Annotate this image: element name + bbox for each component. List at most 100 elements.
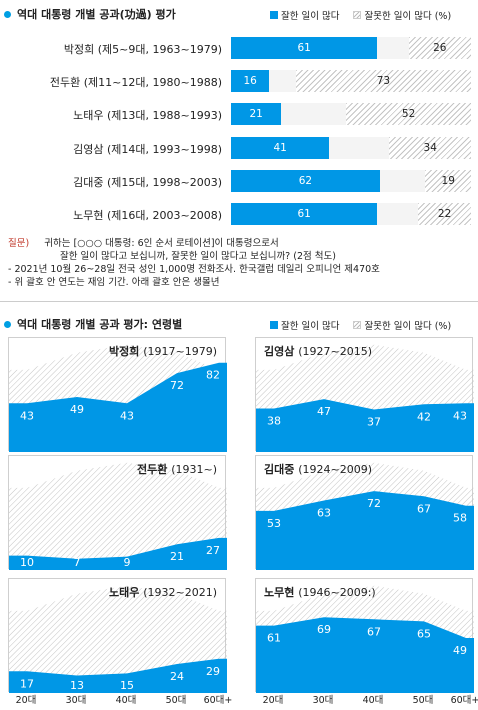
x-tick-label: 50대 <box>412 695 434 706</box>
x-tick-label: 60대+ <box>203 695 233 706</box>
positive-area <box>9 362 227 452</box>
bar-category-label: 전두환 (제11~12대, 1980~1988) <box>49 76 222 90</box>
legend-negative-label: 잘못한 일이 많다 (%) <box>364 321 452 332</box>
x-tick-label: 20대 <box>262 695 284 706</box>
age-panel: 38 47 37 42 43 김영삼 (1927~2015) <box>255 337 474 452</box>
data-label: 58 <box>453 512 467 525</box>
x-tick-label: 30대 <box>65 695 87 706</box>
data-label: 53 <box>267 517 281 530</box>
data-label: 43 <box>20 409 34 422</box>
positive-area <box>9 658 227 693</box>
bullet-icon <box>4 10 11 18</box>
section1-legend: 잘한 일이 많다 잘못한 일이 많다 (%) <box>270 8 451 22</box>
bar-category-label: 박정희 (제5~9대, 1963~1979) <box>63 43 222 56</box>
age-panel: 10 7 9 21 27 전두환 (1931~) <box>8 455 227 570</box>
data-label: 17 <box>20 677 34 690</box>
survey-notes: 질문) 귀하는 [○○○ 대통령: 6인 순서 로테이션]이 대통령으로서 잘한… <box>8 237 380 289</box>
x-tick-label: 20대 <box>15 695 37 706</box>
age-area-svg: 61 69 67 65 49 <box>256 585 474 693</box>
section-divider <box>0 301 478 302</box>
data-label: 13 <box>70 679 84 692</box>
bar-category-label: 노무현 (제16대, 2003~2008) <box>73 209 222 222</box>
bar-negative: 52 <box>346 103 471 126</box>
data-label: 82 <box>206 369 220 382</box>
data-label: 7 <box>74 556 81 569</box>
president-years: (1927~2015) <box>298 345 372 358</box>
president-name: 김대중 <box>264 463 299 476</box>
president-years: (1932~2021) <box>143 586 217 599</box>
age-area-svg: 38 47 37 42 43 <box>256 344 474 452</box>
legend-negative-swatch <box>353 321 362 329</box>
age-panel: 43 49 43 72 82 박정희 (1917~1979) <box>8 337 227 452</box>
bar-row: 62 19 <box>231 169 471 192</box>
data-label: 69 <box>317 623 331 636</box>
president-years: (1924~2009) <box>298 463 372 476</box>
bar-positive: 61 <box>231 203 378 225</box>
data-label: 27 <box>206 544 220 557</box>
data-label: 47 <box>317 405 331 418</box>
bar-row: 61 22 <box>231 203 471 225</box>
bar-row: 16 73 <box>231 70 471 93</box>
president-years: (1946~2009:) <box>298 586 376 599</box>
age-panel: 17 13 15 24 29 노태우 (1932~2021) <box>8 578 227 693</box>
bar-category-label: 김영삼 (제14대, 1993~1998) <box>73 142 222 156</box>
bar-positive: 16 <box>231 70 270 93</box>
bar-positive: 21 <box>231 103 282 126</box>
legend-positive-swatch <box>270 321 278 329</box>
data-label: 65 <box>417 627 431 640</box>
positive-area <box>9 537 227 570</box>
president-name: 박정희 <box>109 345 144 358</box>
age-panel: 53 63 72 67 58 김대중 (1924~2009) <box>255 455 474 570</box>
positive-area <box>256 399 474 452</box>
bar-row: 21 52 <box>231 103 471 126</box>
bar-positive: 41 <box>231 136 330 159</box>
data-label: 42 <box>417 410 431 423</box>
bar-positive: 62 <box>231 169 380 192</box>
bar-negative: 22 <box>418 203 471 225</box>
president-name: 김영삼 <box>264 345 299 358</box>
bar-positive: 61 <box>231 37 378 59</box>
question-line-2: 잘한 일이 많다고 보십니까, 잘못한 일이 많다고 보십니까? (2점 척도) <box>60 251 336 262</box>
panel-title: 전두환 (1931~) <box>137 461 217 477</box>
bar-negative: 19 <box>425 169 471 192</box>
president-name: 노무현 <box>264 586 299 599</box>
section1-title: 역대 대통령 개별 공과(功過) 평가 <box>4 6 176 22</box>
data-label: 37 <box>367 416 381 429</box>
president-years: (1917~1979) <box>143 345 217 358</box>
data-label: 24 <box>170 670 184 683</box>
positive-area <box>256 617 474 693</box>
data-label: 43 <box>120 409 134 422</box>
bar-negative: 73 <box>295 70 471 93</box>
data-label: 10 <box>20 556 34 569</box>
bar-category-label: 노태우 (제13대, 1988~1993) <box>73 109 222 123</box>
positive-area <box>256 491 474 570</box>
president-name: 전두환 <box>137 463 172 476</box>
data-label: 72 <box>367 497 381 510</box>
bullet-icon <box>4 320 11 328</box>
section2-title: 역대 대통령 개별 공과 평가: 연령별 <box>4 316 182 332</box>
president-years: (1931~) <box>171 463 217 476</box>
panel-title: 김대중 (1924~2009) <box>264 461 372 477</box>
section2-legend: 잘한 일이 많다 잘못한 일이 많다 (%) <box>270 318 451 332</box>
data-label: 15 <box>120 679 134 692</box>
data-label: 63 <box>317 507 331 520</box>
negative-area <box>9 462 227 570</box>
x-tick-label: 40대 <box>115 695 137 706</box>
legend-positive-swatch <box>270 11 278 19</box>
bar-negative: 34 <box>389 136 471 159</box>
data-label: 9 <box>124 556 131 569</box>
bar-negative: 26 <box>408 37 471 59</box>
age-area-svg: 43 49 43 72 82 <box>9 344 227 452</box>
data-label: 67 <box>417 502 431 515</box>
survey-method-note: - 2021년 10월 26~28일 전국 성인 1,000명 전화조사. 한국… <box>8 264 380 275</box>
panel-title: 노태우 (1932~2021) <box>109 584 217 600</box>
question-label: 질문) <box>8 238 30 249</box>
bar-category-label: 김대중 (제15대, 1998~2003) <box>73 175 222 189</box>
data-label: 49 <box>453 644 467 657</box>
x-tick-label: 40대 <box>362 695 384 706</box>
question-line-1: 귀하는 [○○○ 대통령: 6인 순서 로테이션]이 대통령으로서 <box>44 238 279 249</box>
panel-title: 박정희 (1917~1979) <box>109 343 217 359</box>
years-note: - 위 괄호 안 연도는 재임 기간. 아래 괄호 안은 생몰년 <box>8 277 220 288</box>
x-tick-label: 50대 <box>165 695 187 706</box>
legend-negative-swatch <box>353 11 362 19</box>
